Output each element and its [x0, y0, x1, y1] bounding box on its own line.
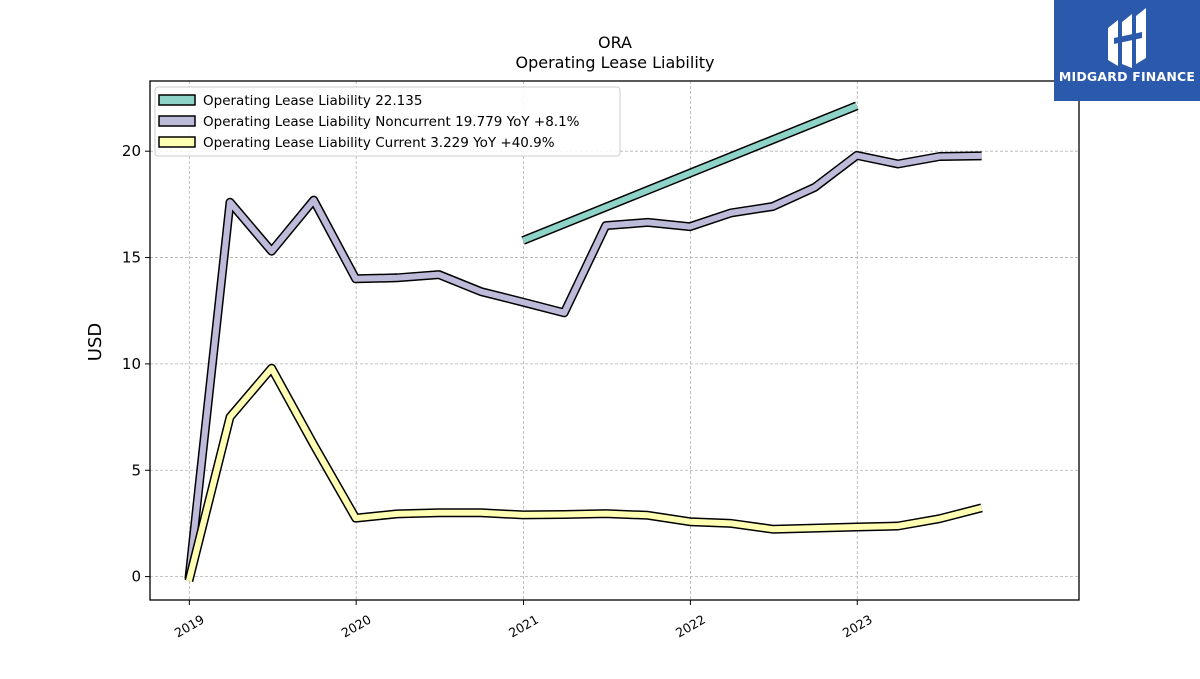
y-tick-label: 10	[122, 355, 141, 373]
brand-logo: MIDGARD FINANCE	[1054, 0, 1200, 101]
legend-label: Operating Lease Liability Current 3.229 …	[203, 135, 555, 151]
legend-swatch	[158, 136, 196, 148]
legend-label: Operating Lease Liability Noncurrent 19.…	[203, 114, 580, 130]
legend-label: Operating Lease Liability 22.135	[203, 93, 422, 109]
series-outline-2	[184, 363, 983, 582]
series-line-0	[521, 103, 858, 244]
legend-swatch	[158, 94, 196, 106]
x-tick-label: 2022	[673, 612, 708, 641]
x-tick-label: 2019	[172, 612, 207, 641]
logo-text: MIDGARD FINANCE	[1058, 69, 1196, 84]
series-line-1	[185, 152, 982, 580]
chart-subtitle: Operating Lease Liability	[515, 53, 714, 72]
plot-frame	[149, 80, 1080, 601]
x-tick-label: 2023	[840, 612, 875, 641]
logo-mark-icon	[1108, 8, 1146, 68]
y-tick-label: 5	[131, 461, 141, 479]
ticks: 0 5 10 15 20 2019 2020 2021 2022 2023	[122, 142, 875, 640]
y-axis-label: USD	[85, 323, 106, 361]
y-tick-label: 20	[122, 142, 141, 160]
x-tick-label: 2020	[339, 612, 374, 641]
x-tick-label: 2021	[506, 612, 541, 641]
y-tick-label: 0	[131, 568, 141, 586]
series-line-2	[185, 365, 983, 582]
y-tick-label: 15	[122, 249, 141, 267]
legend: Operating Lease Liability 22.135 Operatin…	[154, 86, 621, 157]
legend-box	[154, 86, 621, 157]
chart-title: ORA	[598, 33, 632, 52]
legend-swatch	[158, 115, 196, 127]
series-layer	[184, 101, 983, 582]
